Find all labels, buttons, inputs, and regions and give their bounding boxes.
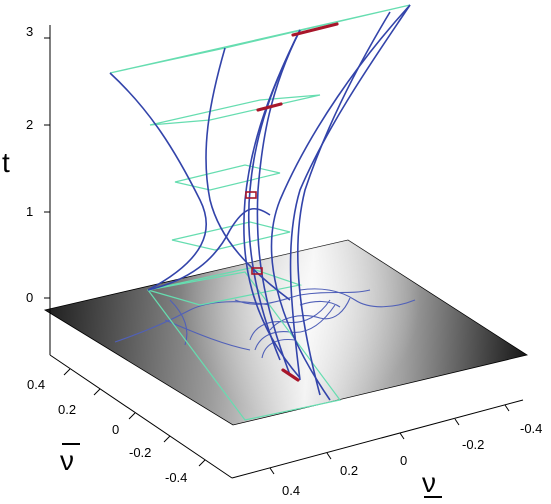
curve-right-b [289,4,411,381]
nu-tick-4: -0.4 [520,421,542,436]
curve-right-c [296,11,391,396]
curve-center-c [243,29,301,379]
curve-left-front [205,47,291,301]
nu-bar-axis-label: ν [60,443,80,476]
base-plane [43,239,529,426]
trajectory-curves [109,4,411,401]
nu-tick-3: -0.2 [462,437,484,452]
slice-t2 [149,94,321,126]
nu-bar-axis: 0.4 0.2 0 -0.2 -0.4 ν [27,354,233,485]
nu-tick-1: 0.2 [340,463,358,478]
segment-t1-5 [245,191,257,199]
slice-t3 [109,4,411,74]
segment-t1 [251,267,263,275]
nu-axis-label: ν [422,467,442,498]
nu-bar-tick-4: -0.4 [165,470,187,485]
curve-left-back [109,72,208,291]
t-tick-3: 3 [26,24,33,39]
nu-tick-2: 0 [400,453,407,468]
nu-bar-tick-0: 0.4 [27,377,45,392]
segment-t2 [256,102,283,112]
t-tick-0: 0 [26,290,33,305]
nu-bar-tick-1: 0.2 [58,402,76,417]
segment-t0 [281,368,300,382]
nu-tick-0: 0.4 [282,483,300,498]
nu-bar-tick-3: -0.2 [129,445,151,460]
slice-t1-5 [174,164,281,191]
nu-axis: 0.4 0.2 0 -0.2 -0.4 ν [231,399,542,498]
curve-cross [147,207,271,291]
t-tick-2: 2 [26,117,33,132]
highlighted-segments [245,22,339,382]
t-tick-1: 1 [26,204,33,219]
svg-text:ν: ν [60,445,74,476]
svg-text:ν: ν [422,467,436,498]
t-axis-label: t [2,147,10,178]
segment-t3 [291,22,339,37]
t-axis: 0 1 2 3 t [2,24,51,355]
nu-bar-tick-2: 0 [112,422,119,437]
curve-center-b [256,29,301,376]
curve-right-a [270,4,411,401]
slice-t0 [146,271,342,421]
